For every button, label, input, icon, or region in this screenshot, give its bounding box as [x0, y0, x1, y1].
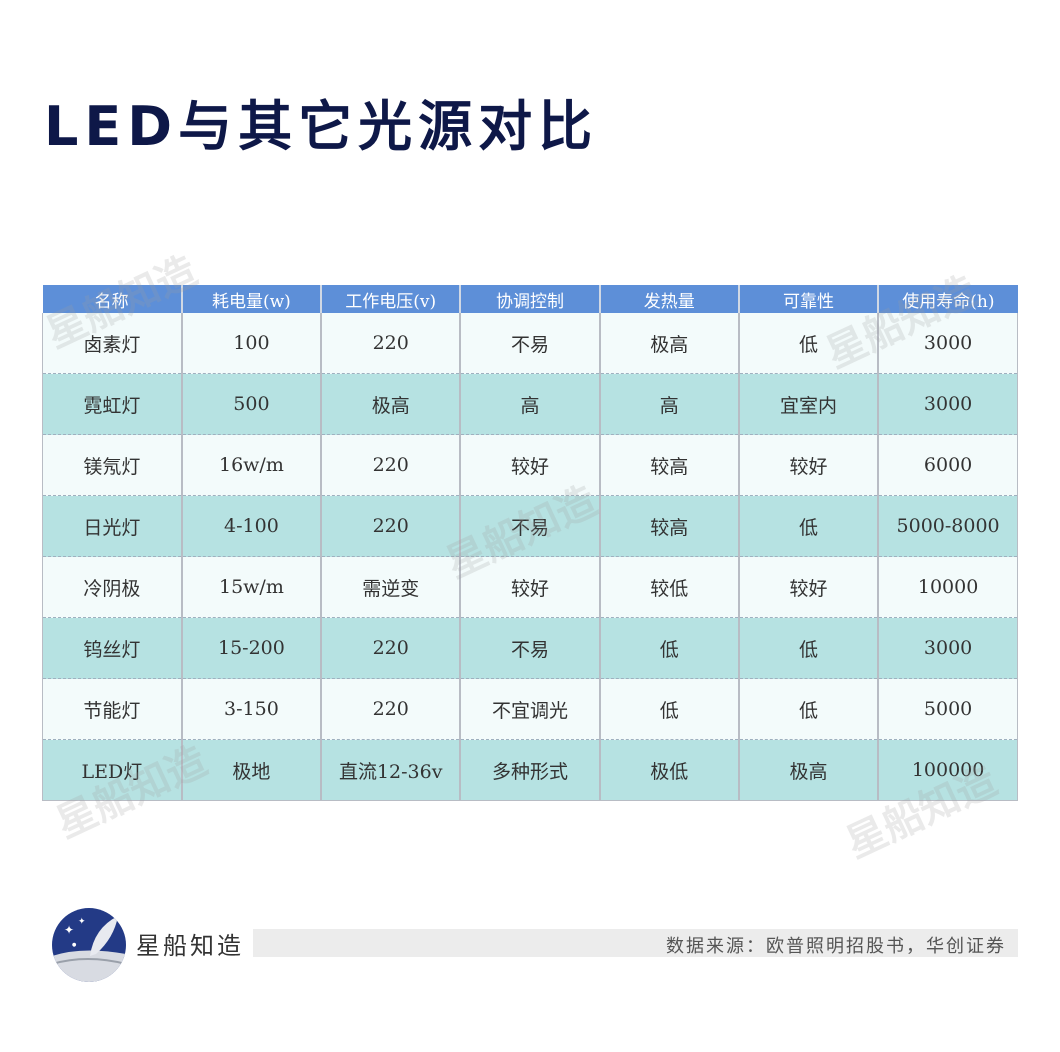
table-cell: 极高	[598, 313, 739, 374]
table-cell: 卤素灯	[41, 313, 182, 374]
table-cell: 220	[320, 313, 461, 374]
table-cell: 低	[737, 617, 879, 679]
table-cell: 宜室内	[737, 373, 879, 435]
table-cell: 4-100	[180, 495, 322, 557]
table-cell: 220	[320, 434, 461, 496]
table-cell: 3000	[877, 373, 1019, 435]
table-cell: 较好	[459, 556, 600, 618]
table-row: 钨丝灯 15-200 220 不易低低 3000	[41, 617, 1019, 679]
table-cell: 10000	[877, 556, 1019, 618]
table-row: 冷阴极 15w/m 需逆变 较好 较低 较好 10000	[41, 556, 1019, 618]
column-header: 使用寿命(h)	[878, 285, 1018, 313]
table-cell: 低	[737, 495, 879, 557]
table-cell: 极低	[598, 739, 739, 801]
table-row: 镁氖灯 16w/m 220 较好 较高 较好 6000	[41, 434, 1019, 496]
brand-name: 星船知造	[136, 932, 244, 960]
column-header: 可靠性	[738, 285, 880, 313]
table-cell: 220	[320, 678, 461, 740]
table-row: 霓虹灯 500 极高高高宜室内 3000	[41, 373, 1019, 435]
table-cell: 日光灯	[41, 495, 182, 557]
table-row: LED灯 极地 直流12-36v 多种形式 极低 极高 100000	[41, 739, 1019, 801]
table-row: 节能灯 3-150 220 不宜调光低低 5000	[41, 678, 1019, 740]
table-cell: 15w/m	[180, 556, 322, 618]
svg-text:✦: ✦	[64, 923, 74, 937]
table-cell: 5000	[877, 678, 1019, 740]
table-cell: 16w/m	[180, 434, 322, 496]
table-cell: 低	[598, 678, 739, 740]
data-source: 数据来源：欧普照明招股书，华创证券	[666, 936, 1006, 957]
table-cell: 较好	[459, 434, 600, 496]
table-cell: 较好	[737, 434, 879, 496]
table-cell: 3000	[877, 617, 1019, 679]
table-cell: 极高	[737, 739, 879, 801]
table-cell: 220	[320, 495, 461, 557]
table-row: 卤素灯 100 220 不易 极高低 3000	[41, 313, 1019, 374]
table-cell: 500	[180, 373, 322, 435]
table-cell: 低	[737, 678, 879, 740]
table-cell: 霓虹灯	[41, 373, 182, 435]
table-cell: 不易	[459, 313, 600, 374]
table-cell: 节能灯	[41, 678, 182, 740]
table-cell: 220	[320, 617, 461, 679]
brand-logo: ✦ ✦ ●	[52, 908, 126, 982]
page-title: LED与其它光源对比	[44, 95, 599, 158]
svg-text:●: ●	[72, 942, 77, 948]
table-cell: 3000	[877, 313, 1019, 374]
table-cell: LED灯	[41, 739, 182, 801]
table-cell: 较好	[737, 556, 879, 618]
table-cell: 低	[737, 313, 879, 374]
table-cell: 钨丝灯	[41, 617, 182, 679]
column-header: 工作电压(v)	[321, 285, 462, 313]
table-cell: 较高	[598, 495, 739, 557]
column-header: 协调控制	[460, 285, 601, 313]
source-bar: 数据来源：欧普照明招股书，华创证券	[253, 929, 1018, 957]
table-header-row: 名称 耗电量(w) 工作电压(v) 协调控制 发热量 可靠性 使用寿命(h)	[42, 285, 1018, 313]
table-cell: 较高	[598, 434, 739, 496]
table-cell: 100000	[877, 739, 1019, 801]
table-cell: 低	[598, 617, 739, 679]
svg-text:✦: ✦	[78, 917, 86, 927]
table-cell: 极地	[180, 739, 322, 801]
column-header: 耗电量(w)	[181, 285, 323, 313]
table-cell: 不易	[459, 495, 600, 557]
table-cell: 不易	[459, 617, 600, 679]
table-cell: 6000	[877, 434, 1019, 496]
table-cell: 直流12-36v	[320, 739, 461, 801]
table-cell: 多种形式	[459, 739, 600, 801]
table-cell: 极高	[320, 373, 461, 435]
table-row: 日光灯 4-100 220 不易 较高低 5000-8000	[41, 495, 1019, 557]
table-cell: 镁氖灯	[41, 434, 182, 496]
table-cell: 不宜调光	[459, 678, 600, 740]
table-cell: 3-150	[180, 678, 322, 740]
table-cell: 需逆变	[320, 556, 461, 618]
table-cell: 高	[459, 373, 600, 435]
table-cell: 5000-8000	[877, 495, 1019, 557]
column-header: 名称	[42, 285, 183, 313]
table-cell: 100	[180, 313, 322, 374]
table-cell: 高	[598, 373, 739, 435]
table-cell: 15-200	[180, 617, 322, 679]
comparison-table: 名称 耗电量(w) 工作电压(v) 协调控制 发热量 可靠性 使用寿命(h) 卤素灯 100 2…	[41, 285, 1019, 801]
column-header: 发热量	[599, 285, 740, 313]
table-cell: 较低	[598, 556, 739, 618]
table-cell: 冷阴极	[41, 556, 182, 618]
